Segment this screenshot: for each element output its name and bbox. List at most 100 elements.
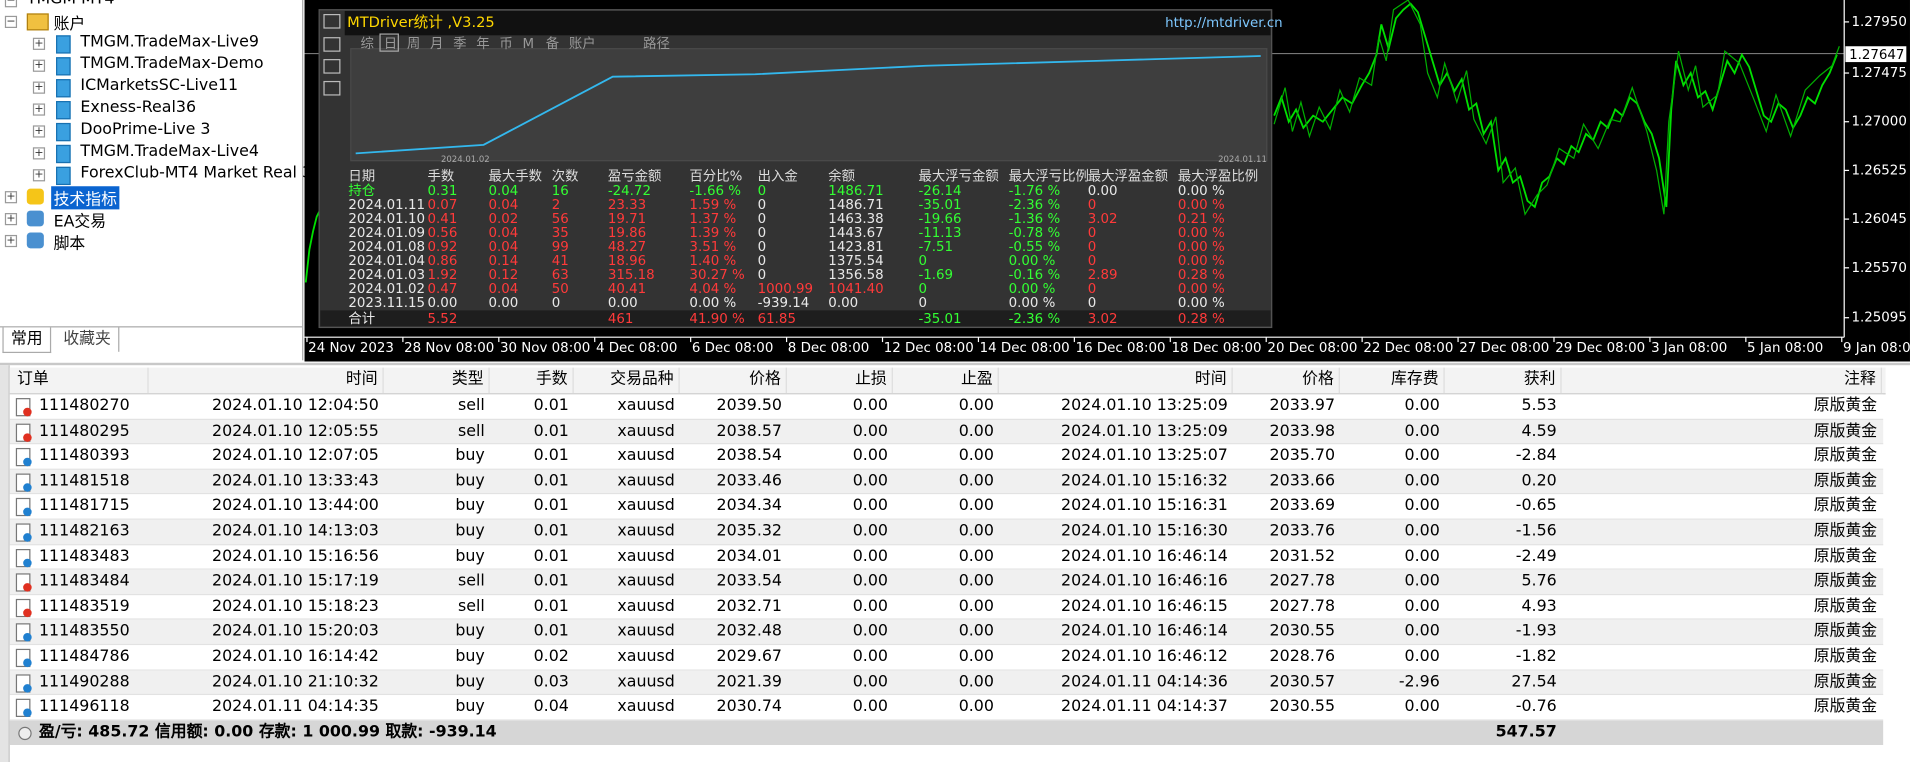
expand-toggle[interactable]: + [32,37,46,50]
order-row[interactable] [9,419,1884,445]
stats-cell: 1423.81 [828,240,883,255]
account-item[interactable]: TMGM.TradeMax-Demo [80,54,264,74]
expand-toggle[interactable]: + [32,169,46,182]
order-cell: 5.53 [1521,396,1557,416]
panel-icon[interactable] [323,13,341,29]
order-row[interactable] [9,695,1884,721]
column-header[interactable]: 时间 [149,367,384,394]
column-header[interactable]: 库存费 [1340,367,1445,394]
account-item[interactable]: TMGM.TradeMax-Live4 [80,142,259,161]
column-header[interactable]: 止损 [787,367,893,394]
column-header[interactable]: 类型 [384,367,490,394]
collapse-toggle[interactable]: − [4,0,18,8]
order-row[interactable] [9,544,1884,570]
order-cell: 0.00 [1404,572,1440,591]
column-header[interactable]: 交易品种 [574,367,680,394]
tree-item[interactable]: 脚本 [53,234,86,254]
account-item[interactable]: ICMarketsSC-Live11 [80,76,239,95]
order-row[interactable] [9,569,1884,595]
stats-cell: -0.78 % [1009,226,1061,241]
order-cell: 原版黄金 [1813,697,1878,717]
order-cell: 111484786 [38,647,130,666]
stats-cell: 0 [758,254,767,269]
stats-header: 盈亏金额 [608,169,662,185]
tree-item[interactable]: 账户 [53,15,86,35]
stats-cell: 0 [1088,254,1097,269]
order-cell: 0.01 [533,547,569,566]
stats-cell: 0.04 [488,226,518,241]
stats-header: 最大浮盈比例 [1178,169,1258,185]
price-chart: 1.27950 1.27475 1.27000 1.26525 1.26045 1.255… [304,0,1910,362]
order-cell: xauusd [617,497,675,516]
nav-tab[interactable]: 收藏夹 [56,327,120,352]
collapse-toggle[interactable]: − [4,15,18,28]
stats-cell: 2024.01.10 [348,212,425,227]
order-cell: 2030.55 [1269,622,1336,641]
order-row[interactable] [9,444,1884,470]
stats-cell: -1.36 % [1009,212,1061,227]
stats-cell: 23.33 [608,198,646,213]
expand-toggle[interactable]: + [32,59,46,72]
panel-icon[interactable] [323,59,341,74]
tree-root[interactable]: TMGM MT4 [27,0,115,9]
column-header[interactable]: 获利 [1445,367,1562,394]
stats-total: 461 [608,312,634,327]
expand-toggle[interactable]: + [32,103,46,116]
order-row[interactable] [9,670,1884,696]
column-header[interactable]: 价格 [680,367,787,394]
stats-cell: 0 [758,268,767,283]
stats-cell: -1.66 % [689,184,741,199]
column-header[interactable]: 止盈 [893,367,999,394]
stats-cell: 0 [552,296,561,311]
panel-path: 路径 [643,36,670,52]
panel-icon[interactable] [323,80,341,96]
column-header[interactable]: 订单 [10,367,149,394]
expand-toggle[interactable]: + [32,125,46,138]
panel-icon[interactable] [323,37,341,52]
expand-toggle[interactable]: + [32,147,46,160]
price-series [1273,2,1838,209]
account-item[interactable]: DooPrime-Live 3 [80,120,211,139]
account-item[interactable]: ForexClub-MT4 Market Real 3 [80,164,313,183]
stats-total: -2.36 % [1009,312,1061,327]
order-row[interactable] [9,620,1884,646]
order-cell: 0.00 [852,421,888,441]
stats-cell: 0.02 [488,212,518,227]
stats-cell: 0.56 [428,226,458,241]
stats-cell: 2024.01.04 [348,254,425,269]
column-header[interactable]: 价格 [1233,367,1340,394]
order-row[interactable] [9,595,1884,621]
nav-tab[interactable]: 常用 [2,327,52,354]
column-header[interactable]: 时间 [999,367,1233,394]
curve-date: 2024.01.11 [1218,155,1267,165]
order-cell: -1.82 [1515,647,1557,666]
order-cell: 2027.78 [1269,572,1336,591]
column-header[interactable]: 手数 [490,367,574,394]
column-header[interactable]: 注释 [1562,367,1882,394]
expand-toggle[interactable]: + [4,213,18,226]
order-cell: 2024.01.10 12:07:05 [212,446,379,466]
stats-total: -35.01 [918,312,961,327]
order-row[interactable] [9,394,1884,420]
tree-item[interactable]: 技术指标 [51,186,120,210]
order-cell: 0.00 [958,497,994,516]
order-row[interactable] [9,645,1884,671]
order-type-dot [23,683,32,693]
account-item[interactable]: Exness-Real36 [80,98,197,117]
expand-toggle[interactable]: + [4,191,18,204]
order-row[interactable] [9,494,1884,520]
stats-cell: -0.55 % [1009,240,1061,255]
order-cell: 0.01 [533,421,569,441]
order-row[interactable] [9,469,1884,495]
order-cell: 2031.52 [1269,547,1336,566]
expand-toggle[interactable]: + [4,234,18,248]
account-item[interactable]: TMGM.TradeMax-Live9 [80,32,259,52]
tree-item[interactable]: EA交易 [53,213,107,232]
expand-toggle[interactable]: + [32,81,46,94]
order-row[interactable] [9,519,1884,545]
order-type-dot [23,533,32,542]
stats-header: 最大浮亏金额 [918,169,998,185]
order-cell: 0.00 [958,597,994,616]
equity-curve [355,55,1261,155]
